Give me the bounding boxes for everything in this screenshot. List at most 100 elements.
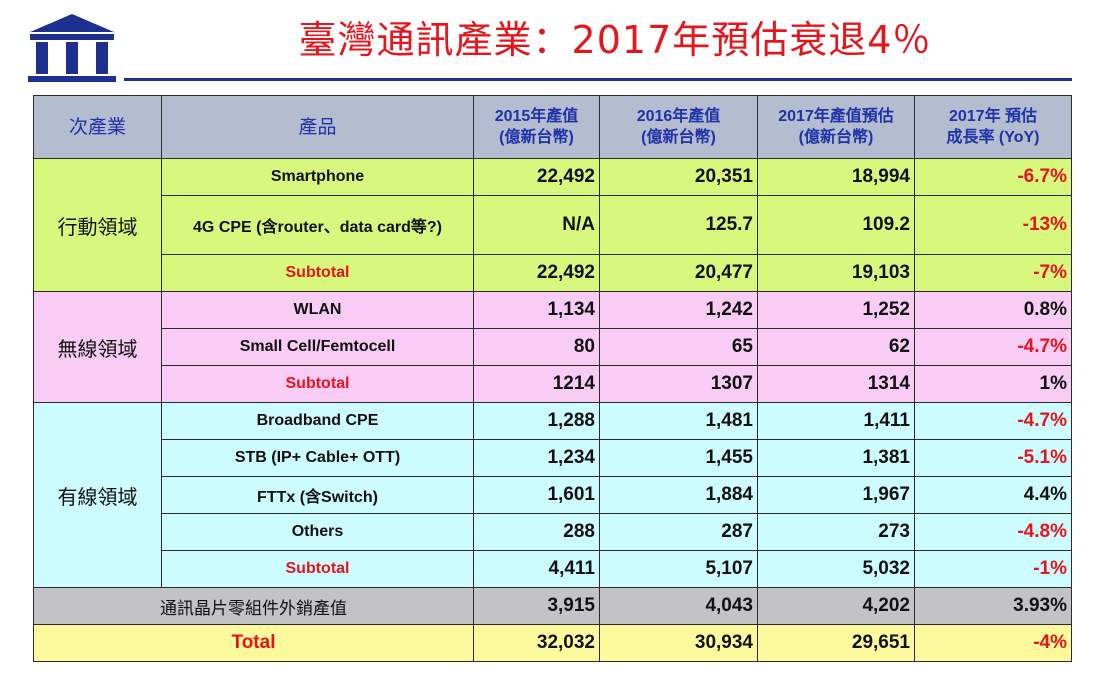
subtotal-row: Subtotal 22,492 20,477 19,103 -7%: [34, 254, 1072, 292]
table-row: 有線領域 Broadband CPE 1,288 1,481 1,411 -4.…: [33, 402, 1072, 588]
value-2017: 62: [757, 328, 915, 366]
table-header-row: 次產業 產品 2015年產值 (億新台幣) 2016年產值 (億新台幣) 201…: [33, 95, 1072, 159]
value-2016: 1,884: [599, 476, 758, 514]
value-yoy: 3.93%: [914, 587, 1072, 625]
col-header-2016-line1: 2016年產值: [636, 108, 721, 125]
col-header-2017: 2017年產值預估 (億新台幣): [757, 95, 915, 159]
subtotal-row: Subtotal 1214 1307 1314 1%: [34, 365, 1072, 403]
table-row: STB (IP+ Cable+ OTT) 1,234 1,455 1,381 -…: [34, 439, 1072, 477]
subtotal-label: Subtotal: [161, 254, 474, 292]
value-2017: 273: [757, 513, 915, 551]
col-header-2015: 2015年產值 (億新台幣): [473, 95, 600, 159]
chip-export-row: 通訊晶片零組件外銷產值 3,915 4,043 4,202 3.93%: [33, 587, 1072, 625]
value-2015: 32,032: [473, 624, 600, 662]
table-row: 4G CPE (含router、data card等?) N/A 125.7 1…: [34, 195, 1072, 255]
industry-output-table: 次產業 產品 2015年產值 (億新台幣) 2016年產值 (億新台幣) 201…: [33, 95, 1072, 662]
value-2017: 5,032: [757, 550, 915, 588]
product-cell: 4G CPE (含router、data card等?): [161, 195, 474, 255]
col-header-2016-line2: (億新台幣): [641, 129, 716, 146]
chip-export-label: 通訊晶片零組件外銷產值: [33, 587, 474, 625]
col-header-product: 產品: [161, 95, 474, 159]
subtotal-row: Subtotal 4,411 5,107 5,032 -1%: [34, 550, 1072, 588]
value-2015: 1,288: [473, 402, 600, 440]
table-row: 無線領域 WLAN 1,134 1,242 1,252 0.8%: [33, 291, 1072, 403]
value-yoy: 4.4%: [914, 476, 1072, 514]
value-yoy: -13%: [914, 195, 1072, 255]
value-2015: 288: [473, 513, 600, 551]
category-wireless: 無線領域: [33, 291, 162, 403]
value-2015: 22,492: [473, 254, 600, 292]
col-header-yoy: 2017年 預估 成長率 (YoY): [914, 95, 1072, 159]
col-header-yoy-line1: 2017年 預估: [948, 108, 1038, 125]
value-2017: 1314: [757, 365, 915, 403]
col-header-yoy-line2: 成長率 (YoY): [946, 129, 1040, 146]
value-2016: 4,043: [599, 587, 758, 625]
value-yoy: -4%: [914, 624, 1072, 662]
page-title: 臺灣通訊產業：2017年預估衰退4％: [298, 18, 932, 62]
title-divider: [124, 78, 1072, 81]
value-2016: 20,351: [599, 158, 758, 196]
value-2016: 30,934: [599, 624, 758, 662]
value-2015: 3,915: [473, 587, 600, 625]
col-header-2017-line2: (億新台幣): [798, 129, 874, 146]
value-yoy: -6.7%: [914, 158, 1072, 196]
value-2016: 287: [599, 513, 758, 551]
table-row: 行動領域 Smartphone 22,492 20,351 18,994 -6.…: [33, 158, 1072, 292]
total-row: Total 32,032 30,934 29,651 -4%: [33, 624, 1072, 662]
product-cell: Smartphone: [161, 158, 474, 196]
value-2016: 1,481: [599, 402, 758, 440]
value-yoy: 0.8%: [914, 291, 1072, 329]
value-2016: 1,242: [599, 291, 758, 329]
category-wired: 有線領域: [33, 402, 162, 588]
col-header-2016: 2016年產值 (億新台幣): [599, 95, 758, 159]
value-2015: 1214: [473, 365, 600, 403]
value-2017: 29,651: [757, 624, 915, 662]
value-yoy: -4.7%: [914, 328, 1072, 366]
value-2017: 4,202: [757, 587, 915, 625]
total-label: Total: [33, 624, 474, 662]
value-yoy: 1%: [914, 365, 1072, 403]
value-2015: 22,492: [473, 158, 600, 196]
value-yoy: -4.8%: [914, 513, 1072, 551]
value-yoy: -1%: [914, 550, 1072, 588]
value-yoy: -7%: [914, 254, 1072, 292]
table-row: Others 288 287 273 -4.8%: [34, 513, 1072, 551]
category-mobile: 行動領域: [33, 158, 162, 292]
subtotal-label: Subtotal: [161, 365, 474, 403]
value-2015: 1,234: [473, 439, 600, 477]
value-2016: 1,455: [599, 439, 758, 477]
value-2016: 1307: [599, 365, 758, 403]
col-header-2017-line1: 2017年產值預估: [778, 108, 894, 125]
product-cell: WLAN: [161, 291, 474, 329]
product-cell: Small Cell/Femtocell: [161, 328, 474, 366]
product-cell: STB (IP+ Cable+ OTT): [161, 439, 474, 477]
value-2016: 20,477: [599, 254, 758, 292]
value-2017: 19,103: [757, 254, 915, 292]
value-2017: 109.2: [757, 195, 915, 255]
value-yoy: -4.7%: [914, 402, 1072, 440]
value-2015: 4,411: [473, 550, 600, 588]
subtotal-label: Subtotal: [161, 550, 474, 588]
product-cell: FTTx (含Switch): [161, 476, 474, 514]
value-2017: 1,411: [757, 402, 915, 440]
value-2016: 65: [599, 328, 758, 366]
col-header-2015-line1: 2015年產值: [494, 108, 579, 125]
col-header-2015-line2: (億新台幣): [499, 129, 574, 146]
value-2017: 1,381: [757, 439, 915, 477]
value-2016: 125.7: [599, 195, 758, 255]
value-2015: 80: [473, 328, 600, 366]
value-2017: 1,252: [757, 291, 915, 329]
value-2017: 18,994: [757, 158, 915, 196]
product-cell: Broadband CPE: [161, 402, 474, 440]
value-2015: N/A: [473, 195, 600, 255]
value-2015: 1,601: [473, 476, 600, 514]
institution-logo-icon: [28, 14, 116, 82]
value-yoy: -5.1%: [914, 439, 1072, 477]
product-cell: Others: [161, 513, 474, 551]
value-2016: 5,107: [599, 550, 758, 588]
value-2015: 1,134: [473, 291, 600, 329]
col-header-sub-industry: 次產業: [33, 95, 162, 159]
table-row: FTTx (含Switch) 1,601 1,884 1,967 4.4%: [34, 476, 1072, 514]
value-2017: 1,967: [757, 476, 915, 514]
table-row: Small Cell/Femtocell 80 65 62 -4.7%: [34, 328, 1072, 366]
